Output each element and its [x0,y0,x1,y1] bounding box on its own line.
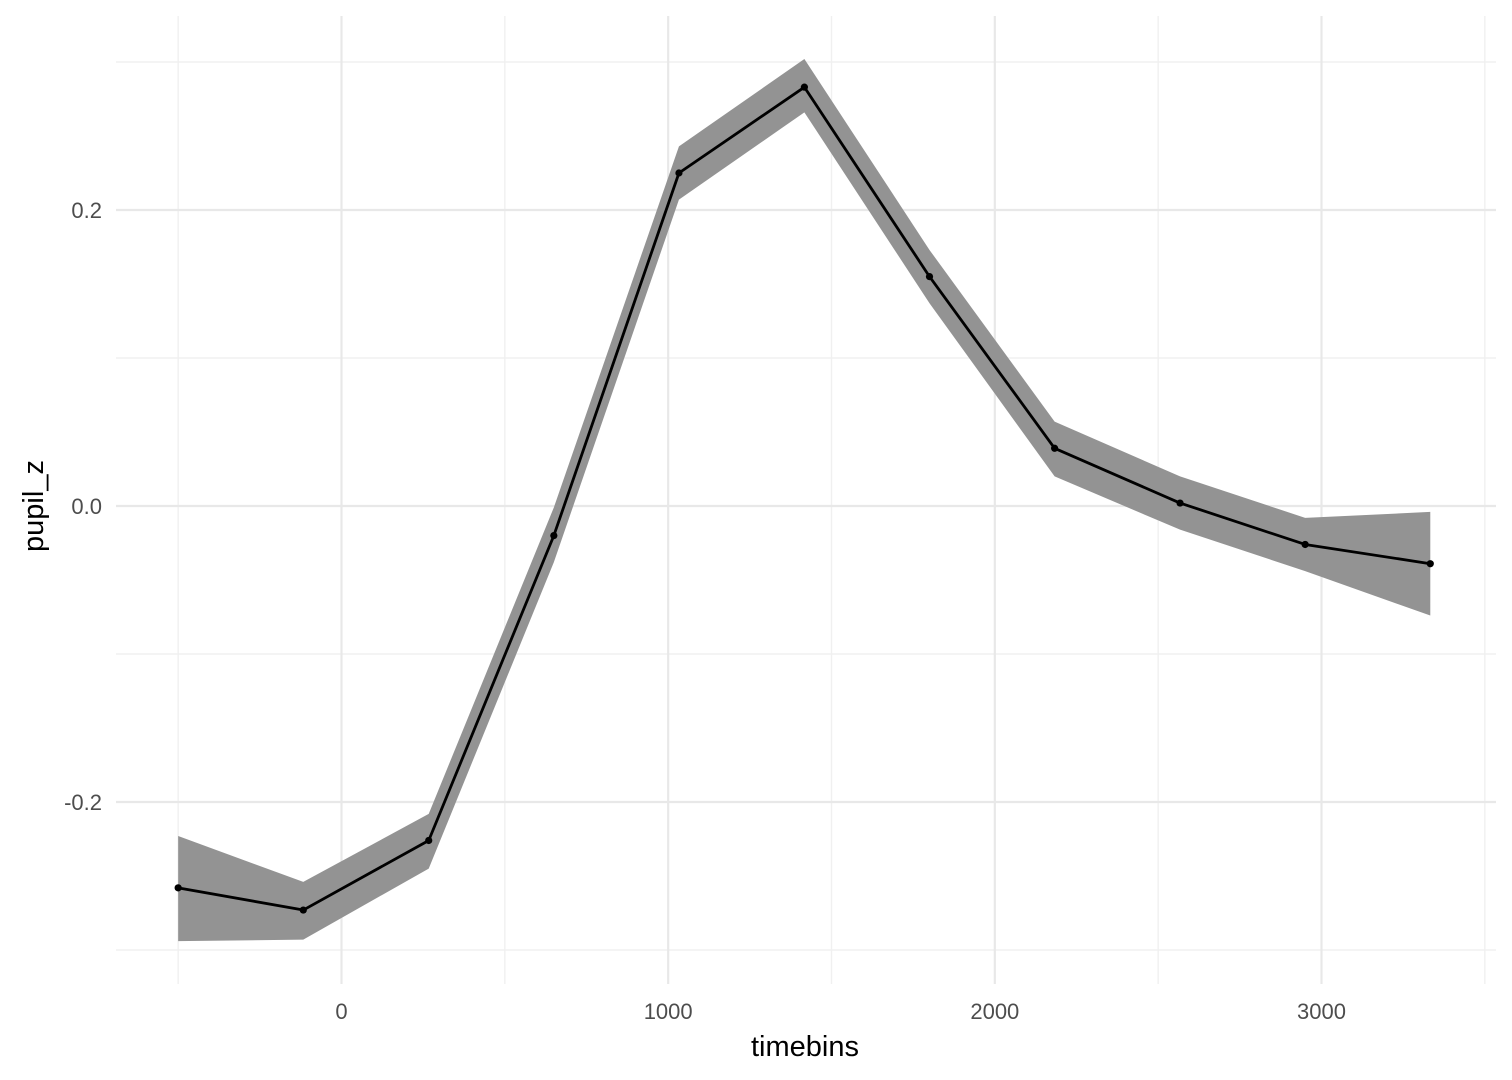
data-point [425,836,433,845]
data-point [550,532,558,540]
data-point [925,273,934,281]
data-point [174,884,182,892]
y-tick-label: 0.0 [71,494,102,519]
data-point [1051,444,1059,452]
data-points-group [174,83,1434,914]
x-tick-label: 2000 [970,999,1019,1024]
data-point [800,83,808,91]
data-point [1301,540,1309,549]
x-axis-title: timebins [751,1031,859,1063]
y-tick-label: -0.2 [64,790,102,815]
x-tick-label: 1000 [644,999,693,1024]
data-point [1176,499,1184,507]
major-gridlines [116,16,1496,984]
x-axis-ticks: 0 1000 2000 3000 [335,999,1346,1024]
x-tick-label: 3000 [1297,999,1346,1024]
y-tick-label: 0.2 [71,198,102,223]
y-axis-title: pupil_z [18,460,50,552]
minor-gridlines [116,16,1496,984]
data-point [1426,560,1434,568]
confidence-band-group [178,59,1431,942]
y-axis-ticks: -0.2 0.0 0.2 [64,198,102,815]
data-point [675,169,683,177]
data-point [299,906,307,914]
x-tick-label: 0 [335,999,347,1024]
confidence-band [178,59,1431,942]
